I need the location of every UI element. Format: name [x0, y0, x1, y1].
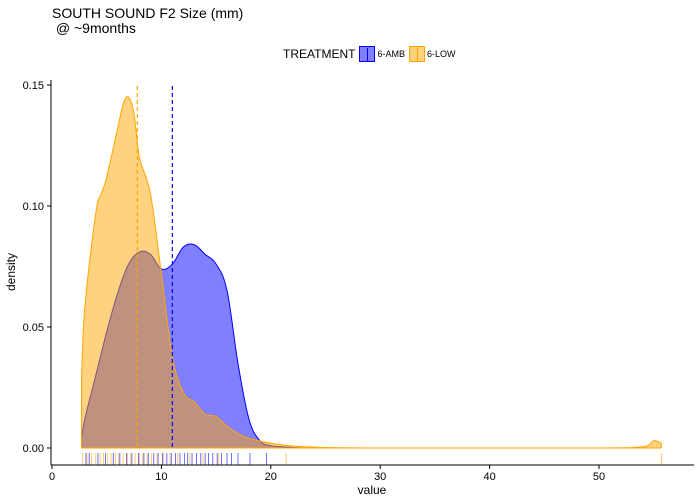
y-tick-label: 0.15	[23, 80, 44, 92]
mean-lines	[136, 86, 173, 450]
legend-item-6-amb: 6-AMB	[359, 46, 405, 62]
legend-item-6-low: 6-LOW	[408, 46, 456, 62]
x-tick-label: 0	[49, 471, 55, 483]
x-tick-label: 20	[265, 471, 277, 483]
density-areas	[81, 96, 662, 449]
legend: TREATMENT 6-AMB 6-LOW	[283, 46, 459, 62]
rug-marks	[82, 453, 662, 465]
ticks: 0 10 20 30 40 50 0.00 0.05 0.10 0.15	[23, 80, 606, 483]
chart-title: SOUTH SOUND F2 Size (mm)	[52, 5, 244, 21]
x-tick-label: 50	[593, 471, 605, 483]
y-tick-label: 0.00	[23, 443, 44, 455]
x-axis-label: value	[358, 483, 387, 497]
legend-key-6-amb	[359, 46, 376, 62]
y-tick-label: 0.10	[23, 201, 44, 213]
y-axis-label: density	[4, 253, 18, 291]
chart-subtitle: @ ~9months	[52, 20, 136, 36]
x-tick-label: 10	[155, 471, 167, 483]
legend-label-6-amb: 6-AMB	[377, 49, 405, 59]
axes	[50, 80, 694, 466]
y-tick-label: 0.05	[23, 322, 44, 334]
x-tick-label: 40	[483, 471, 495, 483]
legend-label-6-low: 6-LOW	[426, 49, 456, 59]
density-area-6-low	[81, 96, 662, 449]
legend-title: TREATMENT	[283, 47, 356, 61]
x-tick-label: 30	[374, 471, 386, 483]
legend-key-6-low	[408, 46, 425, 62]
